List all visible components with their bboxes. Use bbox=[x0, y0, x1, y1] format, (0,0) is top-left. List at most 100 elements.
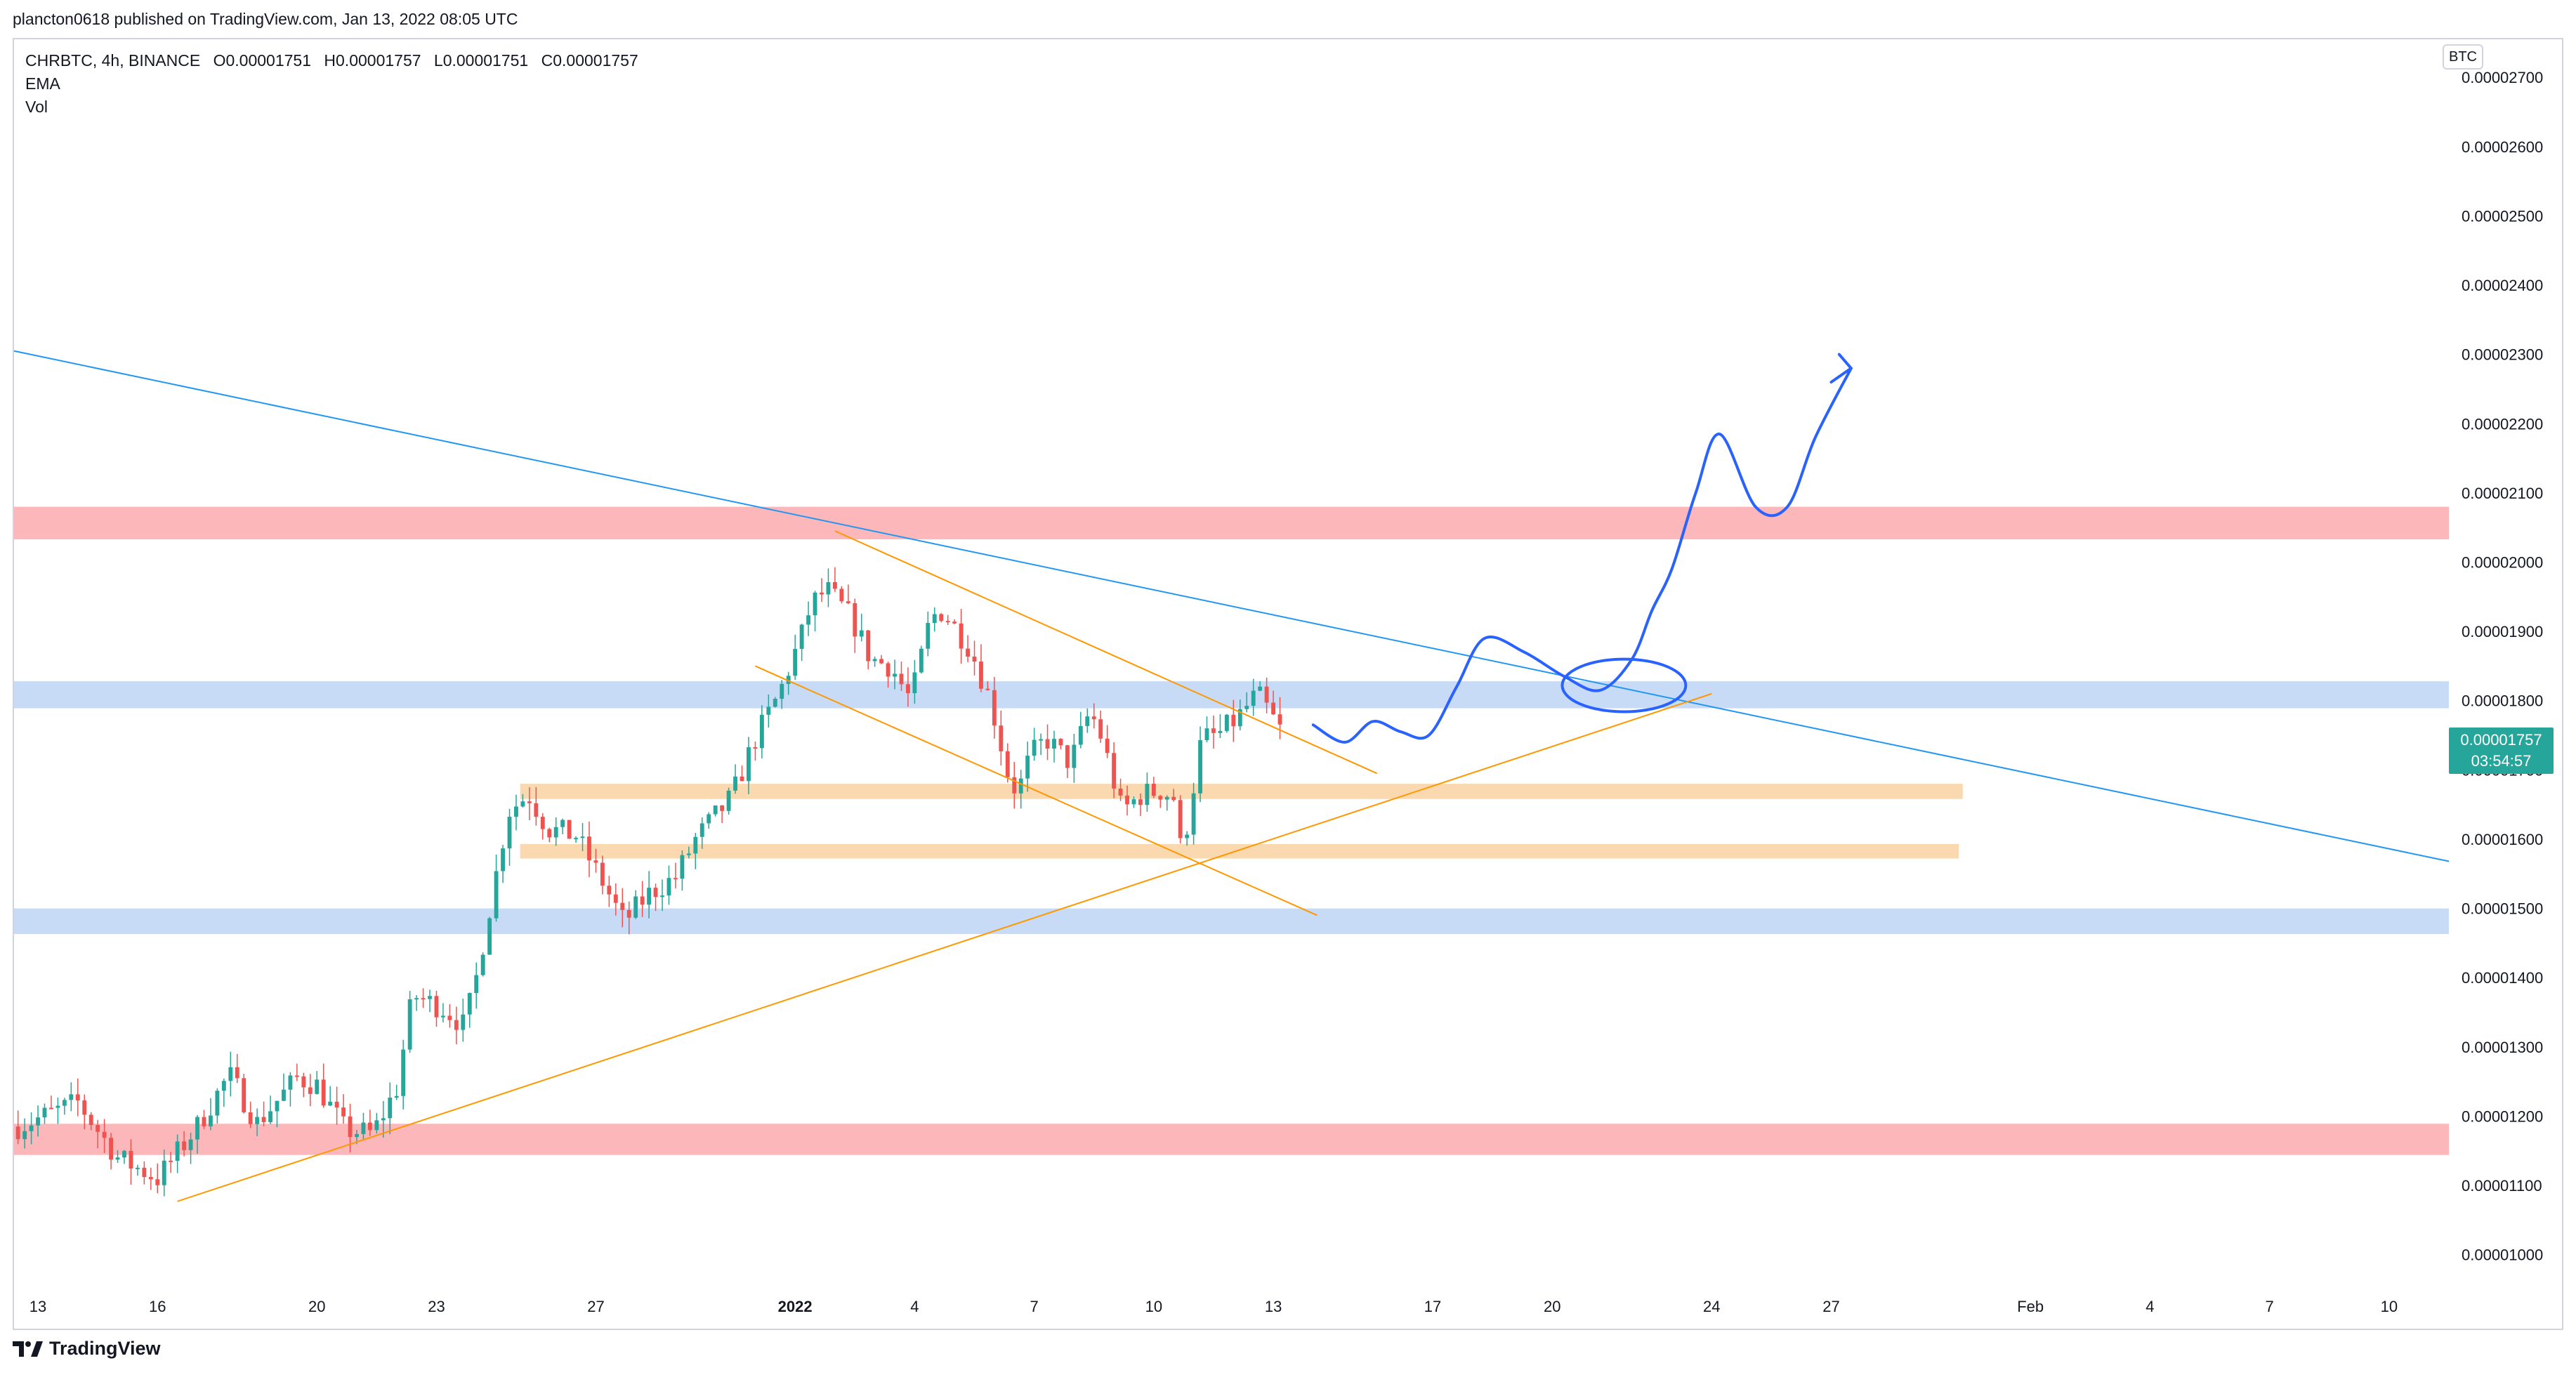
candle-body bbox=[62, 1100, 67, 1106]
candle-body bbox=[202, 1117, 206, 1126]
candle-body bbox=[574, 838, 579, 840]
legend-indicator-ema[interactable]: EMA bbox=[25, 74, 60, 93]
bar-countdown: 03:54:57 bbox=[2471, 752, 2532, 770]
candle-body bbox=[367, 1122, 372, 1131]
candle-body bbox=[235, 1067, 239, 1079]
projection-ellipse bbox=[1560, 657, 1688, 713]
zones-layer bbox=[14, 506, 2449, 1155]
candle-body bbox=[832, 582, 837, 589]
time-tick-label: 20 bbox=[308, 1298, 325, 1315]
candle-body bbox=[587, 836, 591, 861]
candle-body bbox=[355, 1133, 359, 1138]
candle-body bbox=[428, 996, 432, 999]
candle-body bbox=[699, 823, 704, 837]
candle-body bbox=[866, 630, 871, 662]
legend-low: L0.00001751 bbox=[433, 51, 529, 70]
price-tick-label: 0.00002100 bbox=[2462, 485, 2543, 502]
candle-body bbox=[726, 790, 731, 811]
price-tick-label: 0.00002200 bbox=[2462, 415, 2543, 433]
candle-body bbox=[846, 601, 850, 603]
candle-body bbox=[945, 621, 950, 623]
candle-body bbox=[361, 1122, 366, 1134]
candle-body bbox=[261, 1117, 266, 1122]
candle-body bbox=[1258, 686, 1263, 691]
candle-body bbox=[1012, 777, 1017, 794]
candle-body bbox=[720, 805, 725, 811]
candle-body bbox=[69, 1094, 74, 1100]
candle-body bbox=[912, 672, 917, 694]
candle-body bbox=[1085, 716, 1090, 726]
candle-body bbox=[321, 1079, 326, 1106]
candle-body bbox=[294, 1075, 299, 1077]
candle-body bbox=[1224, 714, 1229, 731]
candle-body bbox=[501, 848, 505, 871]
candle-body bbox=[886, 663, 891, 677]
candle-body bbox=[135, 1167, 140, 1169]
time-tick-label: 16 bbox=[149, 1298, 166, 1315]
candle-body bbox=[1151, 784, 1156, 796]
candle-body bbox=[899, 673, 904, 685]
candle-body bbox=[288, 1075, 293, 1090]
price-tick-label: 0.00002500 bbox=[2462, 207, 2543, 225]
candle-body bbox=[29, 1125, 34, 1131]
legend-symbol[interactable]: CHRBTC, 4h, BINANCE bbox=[25, 51, 201, 70]
legend-open: O0.00001751 bbox=[213, 51, 312, 70]
tradingview-logo[interactable]: TradingView bbox=[13, 1338, 161, 1360]
candle-body bbox=[1112, 753, 1117, 789]
time-tick-label: 2022 bbox=[778, 1298, 813, 1315]
candle-body bbox=[1045, 739, 1050, 749]
candle-body bbox=[759, 714, 764, 749]
candle-body bbox=[1098, 719, 1103, 739]
candle-body bbox=[820, 592, 824, 595]
candle-body bbox=[979, 662, 983, 689]
price-tick-label: 0.00001800 bbox=[2462, 692, 2543, 710]
candle-body bbox=[1131, 799, 1136, 805]
candle-body bbox=[653, 888, 658, 897]
candle-body bbox=[348, 1116, 353, 1138]
candle-body bbox=[773, 699, 777, 707]
candle-body bbox=[1191, 793, 1196, 835]
candle-body bbox=[660, 895, 664, 897]
candle-body bbox=[42, 1107, 47, 1118]
price-tick-label: 0.00001300 bbox=[2462, 1039, 2543, 1056]
candle-body bbox=[188, 1139, 193, 1150]
candle-body bbox=[388, 1098, 393, 1119]
candle-body bbox=[1039, 739, 1044, 741]
zone-orange-lower bbox=[520, 843, 1959, 859]
price-tick-label: 0.00001500 bbox=[2462, 900, 2543, 918]
price-tick-label: 0.00002000 bbox=[2462, 554, 2543, 572]
candle-body bbox=[966, 648, 970, 657]
candle-body bbox=[813, 592, 817, 616]
candle-body bbox=[275, 1100, 280, 1112]
candle-body bbox=[620, 902, 625, 910]
candle-body bbox=[959, 623, 964, 649]
candle-body bbox=[142, 1167, 147, 1178]
candle-body bbox=[394, 1096, 399, 1098]
candle-body bbox=[22, 1131, 27, 1140]
candle-body bbox=[49, 1107, 53, 1110]
candle-body bbox=[155, 1179, 160, 1185]
candle-body bbox=[534, 803, 539, 817]
time-tick-label: 10 bbox=[1145, 1298, 1162, 1315]
zone-blue-lower bbox=[14, 908, 2449, 935]
candle-body bbox=[1244, 706, 1249, 709]
candle-body bbox=[520, 801, 525, 807]
currency-badge[interactable]: BTC bbox=[2443, 44, 2483, 70]
candle-body bbox=[209, 1115, 213, 1126]
candle-body bbox=[1058, 739, 1063, 746]
candle-body bbox=[1025, 756, 1030, 779]
candle-body bbox=[96, 1124, 100, 1132]
candle-body bbox=[600, 862, 605, 886]
legend-indicator-vol[interactable]: Vol bbox=[25, 98, 48, 116]
legend-symbol-row[interactable]: CHRBTC, 4h, BINANCE O0.00001751 H0.00001… bbox=[25, 49, 647, 72]
candle-body bbox=[301, 1076, 306, 1088]
candle-body bbox=[374, 1120, 379, 1131]
candle-body bbox=[613, 894, 618, 903]
candle-body bbox=[494, 871, 499, 919]
candle-body bbox=[1171, 796, 1176, 801]
candle-body bbox=[1271, 702, 1276, 715]
candle-body bbox=[740, 776, 744, 782]
candle-body bbox=[75, 1094, 80, 1100]
candle-body bbox=[169, 1160, 173, 1162]
